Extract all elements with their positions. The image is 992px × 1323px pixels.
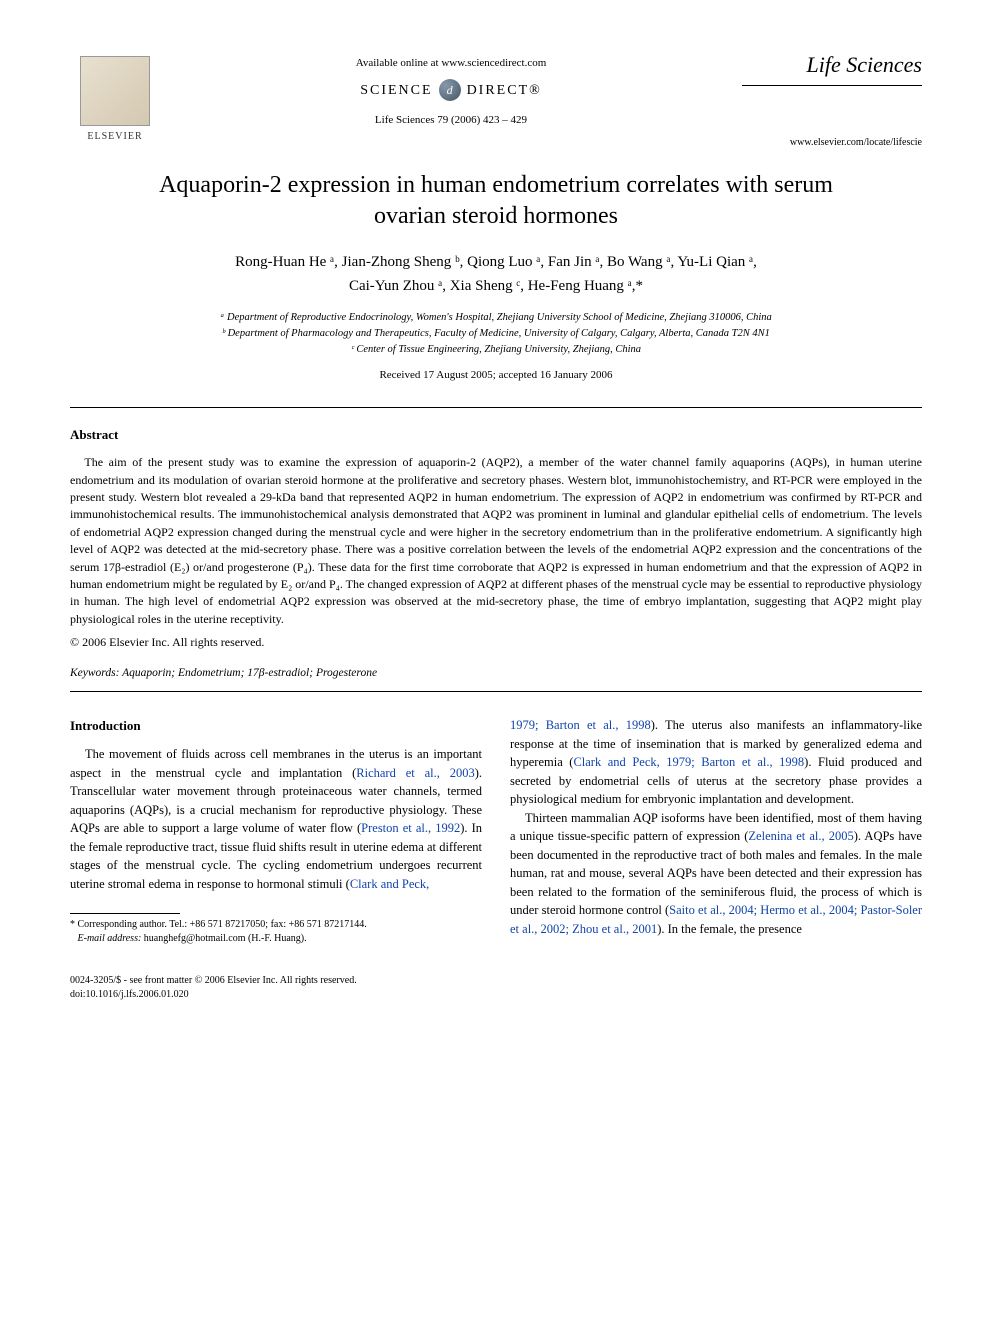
citation-zelenina-2005[interactable]: Zelenina et al., 2005: [748, 829, 853, 843]
footer-doi: doi:10.1016/j.lfs.2006.01.020: [70, 988, 357, 1002]
citation-clark-peck[interactable]: Clark and Peck,: [350, 877, 430, 891]
publisher-logo: ELSEVIER: [70, 50, 160, 150]
corresponding-author-footnote: * Corresponding author. Tel.: +86 571 87…: [70, 918, 482, 932]
elsevier-tree-icon: [80, 56, 150, 126]
science-direct-logo: SCIENCE d DIRECT®: [360, 79, 542, 101]
available-online-text: Available online at www.sciencedirect.co…: [160, 56, 742, 71]
col2-paragraph-1: 1979; Barton et al., 1998). The uterus a…: [510, 716, 922, 809]
keywords-values: Aquaporin; Endometrium; 17β-estradiol; P…: [122, 667, 377, 679]
footer-left: 0024-3205/$ - see front matter © 2006 El…: [70, 974, 357, 1002]
article-title: Aquaporin-2 expression in human endometr…: [130, 170, 862, 232]
citation-preston-1992[interactable]: Preston et al., 1992: [361, 821, 460, 835]
affiliation-a: ᵃ Department of Reproductive Endocrinolo…: [70, 310, 922, 326]
body-columns: Introduction The movement of fluids acro…: [70, 716, 922, 946]
copyright-line: © 2006 Elsevier Inc. All rights reserved…: [70, 634, 922, 651]
header-center: Available online at www.sciencedirect.co…: [160, 50, 742, 129]
article-dates: Received 17 August 2005; accepted 16 Jan…: [70, 368, 922, 383]
sd-orb-icon: d: [439, 79, 461, 101]
header-row: ELSEVIER Available online at www.science…: [70, 50, 922, 150]
affiliations: ᵃ Department of Reproductive Endocrinolo…: [70, 310, 922, 357]
publisher-name: ELSEVIER: [87, 130, 142, 144]
email-footnote: E-mail address: huanghefg@hotmail.com (H…: [70, 932, 482, 946]
email-value: huanghefg@hotmail.com (H.-F. Huang).: [144, 933, 307, 944]
journal-reference: Life Sciences 79 (2006) 423 – 429: [160, 113, 742, 128]
intro-paragraph-1: The movement of fluids across cell membr…: [70, 745, 482, 893]
col2-paragraph-2: Thirteen mammalian AQP isoforms have bee…: [510, 809, 922, 939]
citation-richard-2003[interactable]: Richard et al., 2003: [356, 766, 474, 780]
footnote-separator: [70, 913, 180, 914]
page-footer: 0024-3205/$ - see front matter © 2006 El…: [70, 974, 922, 1002]
citation-1979-barton[interactable]: 1979; Barton et al., 1998: [510, 718, 651, 732]
journal-name: Life Sciences: [742, 50, 922, 86]
authors-line-1: Rong-Huan He ᵃ, Jian-Zhong Sheng ᵇ, Qion…: [70, 250, 922, 274]
header-right: Life Sciences www.elsevier.com/locate/li…: [742, 50, 922, 150]
divider-thin: [70, 691, 922, 692]
email-label: E-mail address:: [78, 933, 142, 944]
column-left: Introduction The movement of fluids acro…: [70, 716, 482, 946]
abstract-heading: Abstract: [70, 426, 922, 444]
divider: [70, 407, 922, 408]
column-right: 1979; Barton et al., 1998). The uterus a…: [510, 716, 922, 946]
citation-clark-peck-barton[interactable]: Clark and Peck, 1979; Barton et al., 199…: [573, 755, 804, 769]
keywords-line: Keywords: Aquaporin; Endometrium; 17β-es…: [70, 665, 922, 681]
journal-url: www.elsevier.com/locate/lifescie: [742, 136, 922, 150]
authors: Rong-Huan He ᵃ, Jian-Zhong Sheng ᵇ, Qion…: [70, 250, 922, 298]
abstract-text: The aim of the present study was to exam…: [70, 454, 922, 628]
introduction-heading: Introduction: [70, 716, 482, 735]
col2-text-2c: ). In the female, the presence: [657, 922, 802, 936]
sd-right: DIRECT®: [467, 81, 542, 101]
sd-left: SCIENCE: [360, 81, 432, 101]
affiliation-b: ᵇ Department of Pharmacology and Therape…: [70, 326, 922, 342]
footer-copyright: 0024-3205/$ - see front matter © 2006 El…: [70, 974, 357, 988]
authors-line-2: Cai-Yun Zhou ᵃ, Xia Sheng ᶜ, He-Feng Hua…: [70, 274, 922, 298]
keywords-label: Keywords:: [70, 667, 119, 679]
affiliation-c: ᶜ Center of Tissue Engineering, Zhejiang…: [70, 342, 922, 358]
